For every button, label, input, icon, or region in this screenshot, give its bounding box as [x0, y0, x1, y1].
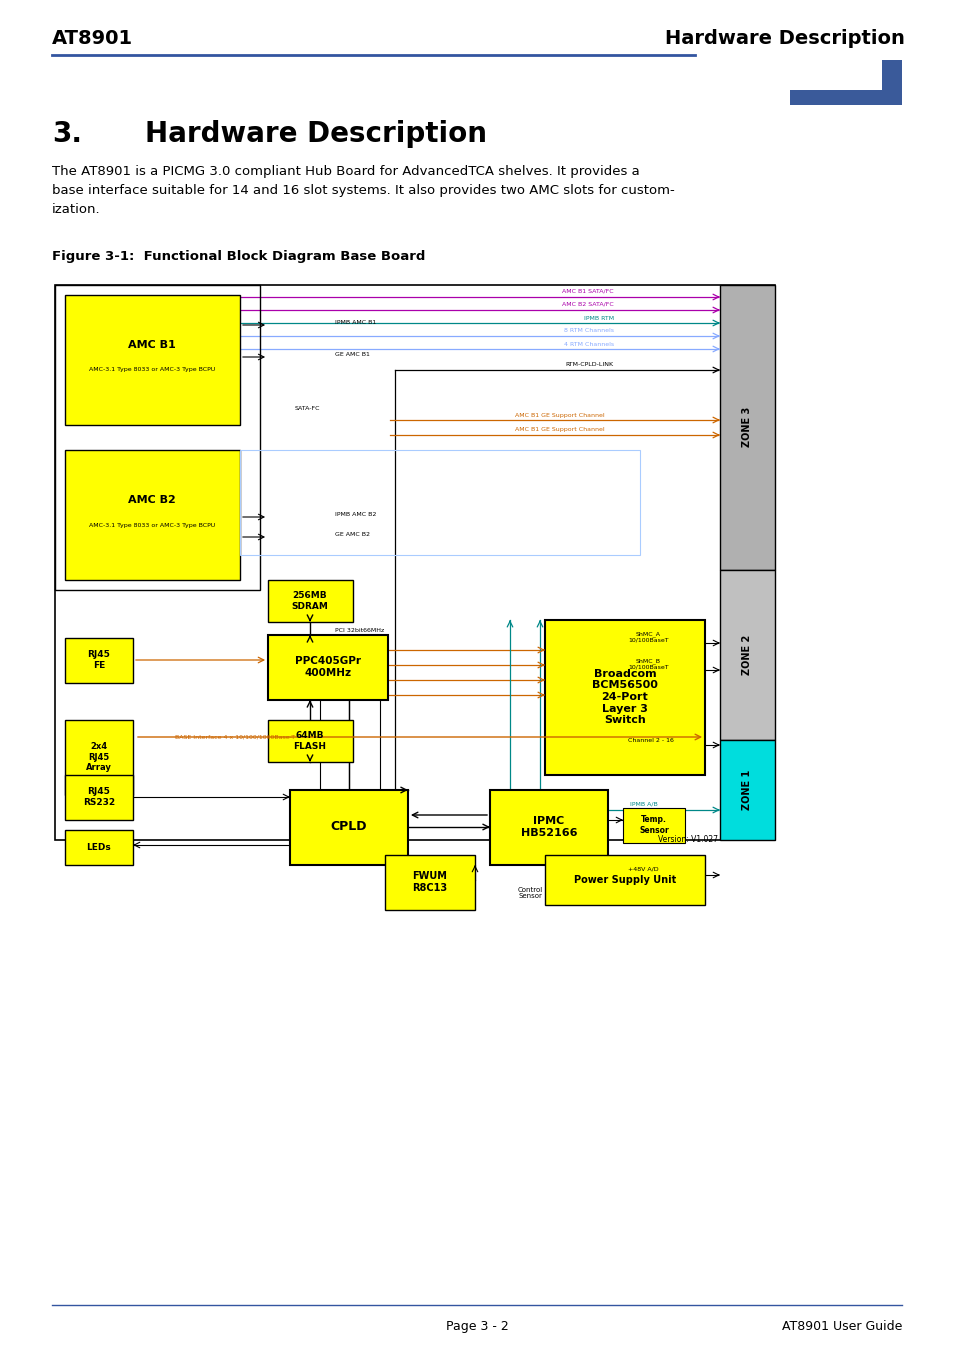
Text: SATA-FC: SATA-FC [294, 405, 320, 411]
Text: AMC B2: AMC B2 [128, 494, 175, 505]
Text: Channel 2 - 16: Channel 2 - 16 [627, 738, 673, 743]
Text: AMC B1 GE Support Channel: AMC B1 GE Support Channel [515, 427, 604, 432]
Text: 3.: 3. [52, 120, 82, 149]
Text: Hardware Description: Hardware Description [145, 120, 486, 149]
Text: IPMB AMC B2: IPMB AMC B2 [335, 512, 376, 517]
Bar [789, 59, 882, 91]
Text: Hardware Description: Hardware Description [664, 28, 904, 47]
Text: AT8901 User Guide: AT8901 User Guide [781, 1320, 901, 1333]
Text: CPLD: CPLD [331, 820, 367, 834]
Text: FWUM
R8C13: FWUM R8C13 [412, 871, 447, 893]
Text: AMC-3.1 Type 8033 or AMC-3 Type BCPU: AMC-3.1 Type 8033 or AMC-3 Type BCPU [89, 523, 214, 527]
Bar [544, 855, 704, 905]
Text: Power Supply Unit: Power Supply Unit [574, 875, 676, 885]
Text: 256MB
SDRAM: 256MB SDRAM [292, 592, 328, 611]
Bar [622, 808, 684, 843]
Bar [65, 450, 240, 580]
Bar [290, 790, 408, 865]
Text: AMC-3.1 Type 8033 or AMC-3 Type BCPU: AMC-3.1 Type 8033 or AMC-3 Type BCPU [89, 367, 214, 373]
Text: ShMC_B
10/100BaseT: ShMC_B 10/100BaseT [627, 658, 668, 670]
Bar [720, 570, 774, 740]
Text: 64MB
FLASH: 64MB FLASH [294, 731, 326, 751]
Text: PPC405GPr
400MHz: PPC405GPr 400MHz [294, 657, 360, 678]
Text: GE AMC B2: GE AMC B2 [335, 532, 370, 538]
Bar [720, 285, 774, 570]
Bar [65, 775, 132, 820]
Text: AT8901: AT8901 [52, 28, 133, 47]
Bar [720, 740, 774, 840]
Text: RJ45
FE: RJ45 FE [88, 650, 111, 670]
Text: AMC B1 SATA/FC: AMC B1 SATA/FC [561, 289, 614, 293]
Text: AMC B2 SATA/FC: AMC B2 SATA/FC [561, 301, 614, 307]
Bar [240, 450, 639, 555]
Text: GE AMC B1: GE AMC B1 [335, 353, 370, 358]
Text: Figure 3-1:  Functional Block Diagram Base Board: Figure 3-1: Functional Block Diagram Bas… [52, 250, 425, 263]
Bar [268, 635, 388, 700]
Bar [55, 285, 260, 590]
Text: RJ45
RS232: RJ45 RS232 [83, 788, 115, 807]
Bar [55, 285, 774, 840]
Text: PCI 32bit66MHz: PCI 32bit66MHz [335, 627, 384, 632]
Text: IPMB A/B: IPMB A/B [629, 801, 657, 807]
Text: LEDs: LEDs [87, 843, 112, 851]
Text: Version: V1.027: Version: V1.027 [658, 835, 718, 844]
Text: The AT8901 is a PICMG 3.0 compliant Hub Board for AdvancedTCA shelves. It provid: The AT8901 is a PICMG 3.0 compliant Hub … [52, 165, 674, 216]
Text: AMC B1 GE Support Channel: AMC B1 GE Support Channel [515, 412, 604, 417]
Bar [490, 790, 607, 865]
Text: BASE Interface 4 x 10/100/1000Base-T: BASE Interface 4 x 10/100/1000Base-T [174, 735, 294, 739]
Text: Temp.
Sensor: Temp. Sensor [639, 815, 668, 835]
Text: +48V A/D: +48V A/D [627, 866, 658, 871]
Bar [65, 720, 132, 794]
Text: 8 RTM Channels: 8 RTM Channels [563, 328, 614, 334]
Text: ZONE 2: ZONE 2 [741, 635, 751, 676]
Text: Broadcom
BCM56500
24-Port
Layer 3
Switch: Broadcom BCM56500 24-Port Layer 3 Switch [592, 669, 658, 725]
Bar [65, 638, 132, 684]
Bar [385, 855, 475, 911]
Bar [789, 59, 901, 105]
Text: IPMB RTM: IPMB RTM [583, 316, 614, 320]
Text: IPMC
HB52166: IPMC HB52166 [520, 816, 577, 838]
Text: ShMC_A
10/100BaseT: ShMC_A 10/100BaseT [627, 631, 668, 643]
Bar [65, 295, 240, 426]
Text: Control
Sensor: Control Sensor [517, 886, 542, 900]
Bar [544, 620, 704, 775]
Text: RTM-CPLD-LINK: RTM-CPLD-LINK [565, 362, 614, 367]
Text: AMC B1: AMC B1 [128, 340, 175, 350]
Text: IPMB AMC B1: IPMB AMC B1 [335, 320, 375, 326]
Bar [65, 830, 132, 865]
Text: ZONE 3: ZONE 3 [741, 407, 751, 447]
Bar [268, 580, 353, 621]
Text: ZONE 1: ZONE 1 [741, 770, 751, 811]
Text: 4 RTM Channels: 4 RTM Channels [563, 342, 614, 346]
Text: Page 3 - 2: Page 3 - 2 [445, 1320, 508, 1333]
Text: 2x4
RJ45
Array: 2x4 RJ45 Array [86, 742, 112, 771]
Bar [268, 720, 353, 762]
